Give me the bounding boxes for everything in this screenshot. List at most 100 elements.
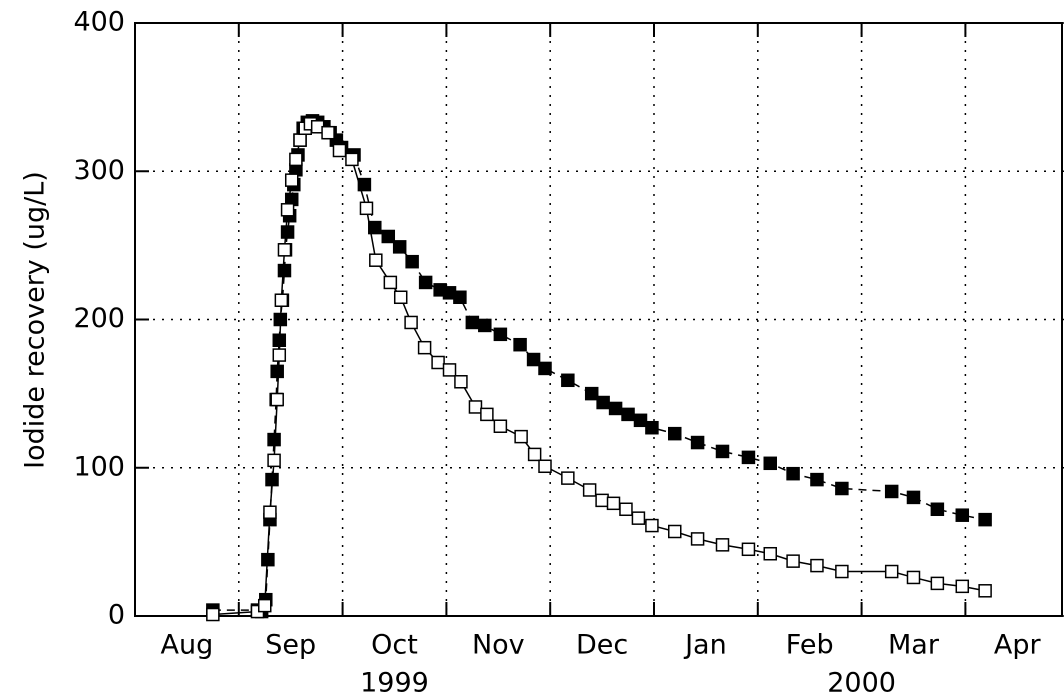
y-tick-label: 200 [73, 303, 125, 334]
marker [884, 564, 899, 579]
marker [633, 413, 648, 428]
marker [263, 505, 277, 519]
marker [906, 490, 921, 505]
marker [257, 598, 272, 613]
marker [810, 472, 824, 487]
marker [668, 524, 682, 539]
marker [480, 407, 494, 422]
marker [270, 392, 284, 407]
marker [468, 400, 483, 414]
marker [277, 263, 292, 278]
marker [884, 484, 899, 499]
marker [561, 373, 575, 388]
marker [810, 558, 824, 573]
series-line [212, 120, 986, 613]
marker [538, 459, 552, 474]
marker [454, 375, 468, 389]
year-label: 1999 [360, 668, 429, 699]
x-tick-label: Nov [472, 630, 525, 661]
y-tick-label: 100 [73, 451, 125, 482]
marker [493, 327, 508, 342]
marker [606, 496, 621, 511]
marker [267, 432, 281, 447]
marker [527, 447, 542, 462]
marker [835, 481, 849, 496]
marker [392, 240, 407, 254]
marker [206, 607, 220, 622]
year-label: 2000 [827, 668, 896, 699]
x-tick-label: Aug [161, 630, 214, 661]
marker [978, 512, 992, 527]
marker [715, 444, 730, 459]
marker [930, 502, 945, 517]
marker [906, 570, 921, 585]
marker [369, 253, 383, 267]
y-tick-label: 400 [73, 7, 125, 38]
marker [645, 518, 659, 533]
marker [270, 364, 284, 379]
marker [955, 579, 970, 594]
marker [453, 290, 467, 305]
series-line [212, 122, 986, 616]
marker [321, 125, 335, 140]
marker [383, 275, 398, 290]
marker [645, 420, 659, 435]
marker [668, 426, 682, 441]
x-tick-label: Jan [683, 630, 727, 661]
marker [978, 584, 992, 598]
x-tick-label: Oct [371, 630, 418, 661]
marker [404, 315, 418, 330]
x-tick-label: Feb [786, 630, 834, 661]
marker [786, 554, 800, 568]
marker [431, 355, 445, 370]
marker [538, 361, 552, 376]
marker [584, 386, 599, 401]
x-tick-label: Apr [994, 630, 1042, 661]
marker [272, 348, 287, 362]
marker [478, 318, 492, 333]
marker [493, 419, 508, 433]
marker [417, 340, 432, 355]
marker [465, 315, 480, 330]
marker [631, 511, 646, 525]
marker [359, 201, 374, 216]
y-axis-label: Iodide recovery (ug/L) [20, 171, 51, 469]
marker [514, 429, 528, 444]
marker [393, 290, 408, 305]
marker [582, 483, 597, 497]
marker [690, 435, 705, 450]
marker [280, 225, 295, 239]
marker [595, 493, 609, 508]
marker [405, 254, 419, 269]
marker [955, 508, 970, 522]
marker [293, 133, 307, 147]
marker [741, 450, 756, 465]
marker [284, 173, 299, 187]
y-tick-label: 300 [73, 155, 125, 186]
marker [835, 564, 849, 579]
marker [608, 401, 623, 416]
marker [345, 152, 359, 167]
marker [267, 453, 281, 468]
marker [381, 229, 396, 244]
marker [526, 352, 541, 367]
marker [741, 542, 756, 557]
marker [619, 502, 633, 517]
marker [763, 456, 777, 471]
marker [786, 466, 800, 481]
marker [368, 220, 382, 235]
x-tick-label: Mar [888, 630, 940, 661]
marker [715, 538, 730, 552]
marker [280, 203, 295, 217]
marker [277, 243, 292, 257]
marker [561, 471, 575, 485]
marker [357, 177, 372, 192]
marker [513, 337, 527, 352]
marker [418, 275, 433, 290]
x-tick-label: Sep [265, 630, 316, 661]
marker [274, 293, 289, 307]
y-tick-label: 0 [108, 600, 125, 631]
x-tick-label: Dec [576, 630, 628, 661]
